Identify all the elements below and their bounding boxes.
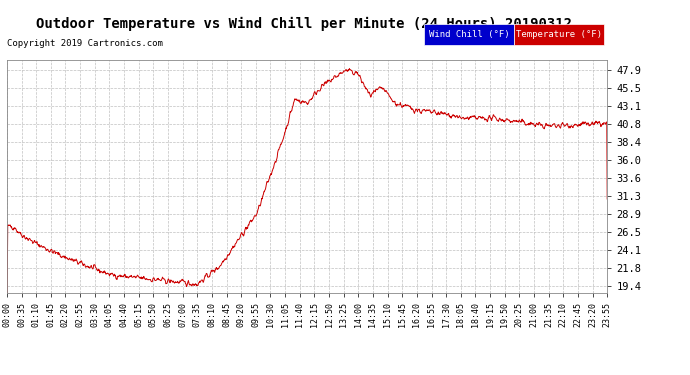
Text: Copyright 2019 Cartronics.com: Copyright 2019 Cartronics.com (7, 39, 163, 48)
Text: Wind Chill (°F): Wind Chill (°F) (429, 30, 509, 39)
Text: Temperature (°F): Temperature (°F) (516, 30, 602, 39)
Text: Outdoor Temperature vs Wind Chill per Minute (24 Hours) 20190312: Outdoor Temperature vs Wind Chill per Mi… (36, 17, 571, 31)
